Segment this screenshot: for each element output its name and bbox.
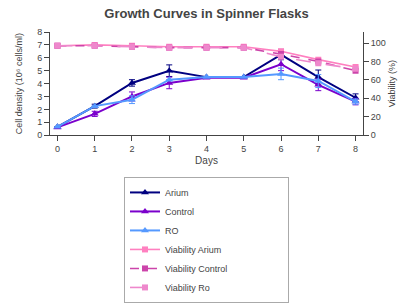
svg-text:Growth Curves in Spinner Flask: Growth Curves in Spinner Flasks: [104, 6, 308, 21]
svg-text:Arium: Arium: [165, 188, 189, 198]
svg-text:Days: Days: [195, 155, 218, 166]
svg-text:7: 7: [37, 40, 42, 50]
svg-text:0: 0: [37, 130, 42, 140]
svg-text:5: 5: [37, 66, 42, 76]
svg-text:6: 6: [279, 144, 284, 154]
svg-text:8: 8: [37, 27, 42, 37]
svg-text:3: 3: [167, 144, 172, 154]
svg-text:Viability Ro: Viability Ro: [165, 283, 210, 293]
svg-text:60: 60: [371, 75, 381, 85]
svg-text:0: 0: [371, 130, 376, 140]
svg-text:40: 40: [371, 93, 381, 103]
svg-text:Viability (%): Viability (%): [388, 60, 398, 107]
svg-text:2: 2: [129, 144, 134, 154]
svg-text:8: 8: [353, 144, 358, 154]
svg-text:4: 4: [37, 79, 42, 89]
svg-text:100: 100: [371, 38, 386, 48]
svg-text:3: 3: [37, 92, 42, 102]
svg-text:5: 5: [241, 144, 246, 154]
svg-text:7: 7: [316, 144, 321, 154]
svg-text:4: 4: [204, 144, 209, 154]
svg-text:RO: RO: [165, 226, 179, 236]
svg-text:20: 20: [371, 112, 381, 122]
svg-text:Cell density (10⁶ cells/ml): Cell density (10⁶ cells/ml): [14, 33, 24, 134]
svg-text:Control: Control: [165, 207, 194, 217]
svg-text:Viability Control: Viability Control: [165, 264, 227, 274]
svg-text:6: 6: [37, 53, 42, 63]
svg-text:1: 1: [37, 117, 42, 127]
svg-text:80: 80: [371, 57, 381, 67]
svg-text:0: 0: [55, 144, 60, 154]
svg-text:2: 2: [37, 105, 42, 115]
svg-text:1: 1: [92, 144, 97, 154]
svg-text:Viability Arium: Viability Arium: [165, 245, 221, 255]
